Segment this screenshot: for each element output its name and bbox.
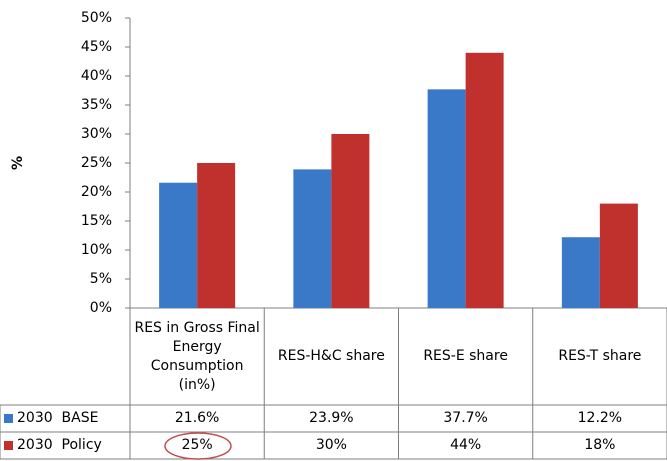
bar [427, 89, 466, 308]
value-label-text: 37.7% [443, 410, 488, 426]
y-tick-label: 20% [81, 184, 112, 200]
bar [465, 52, 504, 308]
category-label-text: RES-H&C share [277, 348, 385, 364]
value-label-text: 18% [584, 437, 616, 453]
legend-entry-text: 2030 Policy [17, 437, 102, 453]
value-label: 30% [264, 432, 398, 459]
value-label: 25% [130, 432, 264, 459]
legend-entry: 2030 Policy [0, 432, 130, 459]
y-tick-label: 45% [81, 39, 112, 55]
category-label-text: RES in Gross Final Energy Consumption (i… [134, 319, 260, 393]
legend-swatch [4, 414, 13, 423]
value-label: 18% [533, 432, 667, 459]
y-tick-label: 15% [81, 213, 112, 229]
category-label: RES-E share [399, 308, 533, 405]
y-tick-label: 35% [81, 97, 112, 113]
value-label-text: 23.9% [309, 410, 354, 426]
y-tick-label: 50% [81, 10, 112, 26]
legend-swatch [4, 441, 13, 450]
value-label-text: 44% [450, 437, 482, 453]
legend-entry: 2030 BASE [0, 405, 130, 432]
bar [293, 169, 332, 308]
value-label-text: 25% [181, 437, 213, 453]
category-label: RES-T share [533, 308, 667, 405]
value-label: 12.2% [533, 405, 667, 432]
legend-entry-text: 2030 BASE [17, 410, 99, 426]
highlight-circle [164, 432, 232, 460]
value-label: 37.7% [399, 405, 533, 432]
bar [331, 134, 370, 308]
bar [561, 237, 600, 308]
category-label-text: RES-E share [423, 348, 508, 364]
value-label: 23.9% [264, 405, 398, 432]
bar [197, 163, 236, 308]
category-label: RES in Gross Final Energy Consumption (i… [130, 308, 264, 405]
category-label-text: RES-T share [558, 348, 642, 364]
y-tick-label: 30% [81, 126, 112, 142]
value-label-text: 12.2% [577, 410, 623, 426]
y-tick-label: 25% [81, 155, 112, 171]
y-tick-label: 0% [90, 300, 112, 316]
value-label: 21.6% [130, 405, 264, 432]
bar [599, 203, 638, 308]
y-axis-label: % [10, 156, 26, 170]
value-label: 44% [399, 432, 533, 459]
value-label-text: 21.6% [174, 410, 220, 426]
y-tick-label: 40% [81, 68, 112, 84]
y-tick-label: 5% [90, 271, 112, 287]
category-label: RES-H&C share [264, 308, 398, 405]
y-tick-label: 10% [81, 242, 112, 258]
value-label-text: 30% [315, 437, 347, 453]
bar [159, 182, 198, 308]
